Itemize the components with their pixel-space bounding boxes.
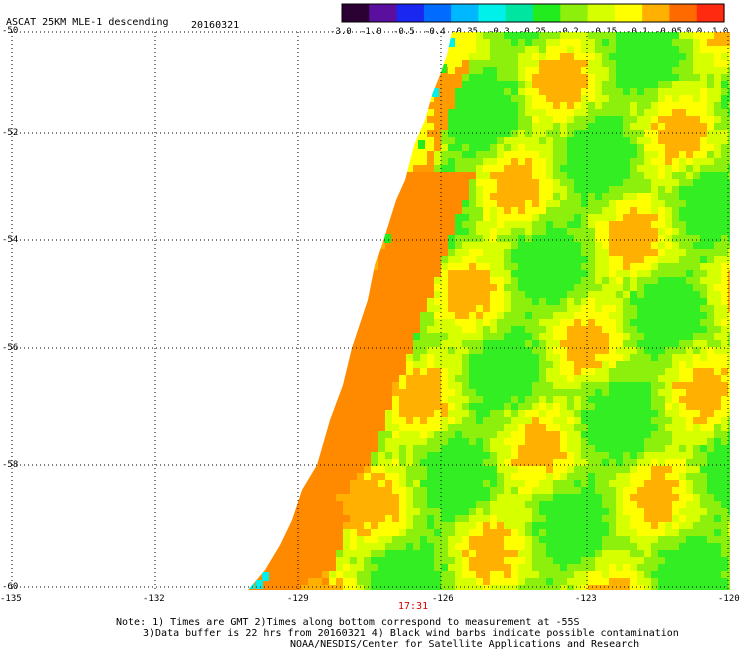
colorbar-label: -0.4 (424, 27, 446, 37)
note-line-1: Note: 1) Times are GMT 2)Times along bot… (116, 617, 580, 628)
colorbar-label: -1.0 (360, 27, 382, 37)
lat-label: -50 (2, 26, 19, 36)
lon-label: -132 (143, 594, 165, 604)
map-date: 20160321 (191, 20, 240, 31)
colorbar-swatch (642, 4, 671, 22)
swath-data (248, 32, 730, 590)
colorbar-swatch (614, 4, 643, 22)
lon-label: -123 (575, 594, 597, 604)
colorbar-swatch (451, 4, 480, 22)
colorbar-swatch (587, 4, 616, 22)
colorbar-swatch (533, 4, 561, 22)
colorbar-swatch (369, 4, 398, 22)
colorbar-swatch (505, 4, 534, 22)
lat-label: -56 (2, 343, 19, 353)
lat-label: -54 (2, 235, 19, 245)
colorbar-swatch (478, 4, 507, 22)
note-line-2: 3)Data buffer is 22 hrs from 20160321 4)… (143, 628, 679, 639)
time-label: 17:31 (398, 601, 429, 612)
colorbar (341, 3, 725, 23)
note-line-3: NOAA/NESDIS/Center for Satellite Applica… (290, 639, 640, 650)
colorbar-swatch (423, 4, 452, 22)
lon-label: -135 (0, 594, 22, 604)
lat-label: -60 (2, 582, 19, 592)
colorbar-swatch (342, 4, 370, 22)
grid-lines (11, 31, 729, 590)
lat-label: -58 (2, 460, 19, 470)
colorbar-swatch (560, 4, 589, 22)
colorbar-swatch (669, 4, 698, 22)
lon-label: -126 (432, 594, 454, 604)
colorbar-label: -0.5 (393, 27, 415, 37)
colorbar-swatch (696, 4, 725, 22)
lon-label: -120 (718, 594, 740, 604)
lon-label: -129 (287, 594, 309, 604)
colorbar-swatch (396, 4, 425, 22)
lat-label: -52 (2, 128, 19, 138)
map-title: ASCAT 25KM MLE-1 descending (6, 17, 169, 28)
